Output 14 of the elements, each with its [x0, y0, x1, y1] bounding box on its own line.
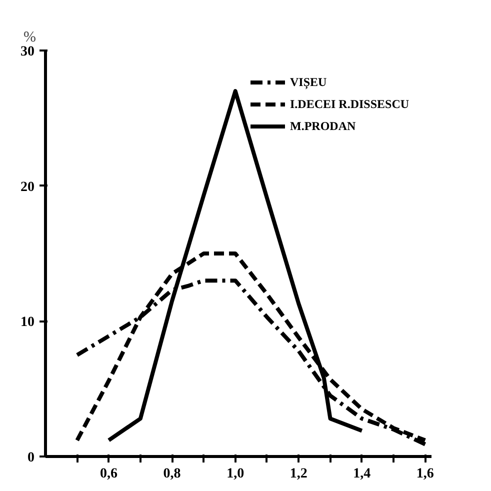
x-tick-label: 1,4	[353, 466, 371, 482]
y-axis-title: %	[24, 30, 36, 46]
legend-label: I.DECEI R.DISSESCU	[290, 96, 410, 112]
x-tick-label: 1,2	[290, 466, 308, 482]
y-tick-label: 0	[28, 450, 34, 466]
x-tick-label: 1,0	[226, 466, 244, 482]
x-tick-label: 0,6	[100, 466, 118, 482]
x-tick-label: 1,6	[416, 466, 434, 482]
legend-label: VIȘEU	[290, 74, 327, 90]
y-tick-label: 10	[20, 315, 34, 330]
y-tick-label: 20	[20, 180, 34, 195]
x-tick-label: 0,8	[163, 466, 181, 482]
legend-label: M.PRODAN	[290, 118, 356, 134]
y-tick-label: 30	[20, 44, 34, 60]
